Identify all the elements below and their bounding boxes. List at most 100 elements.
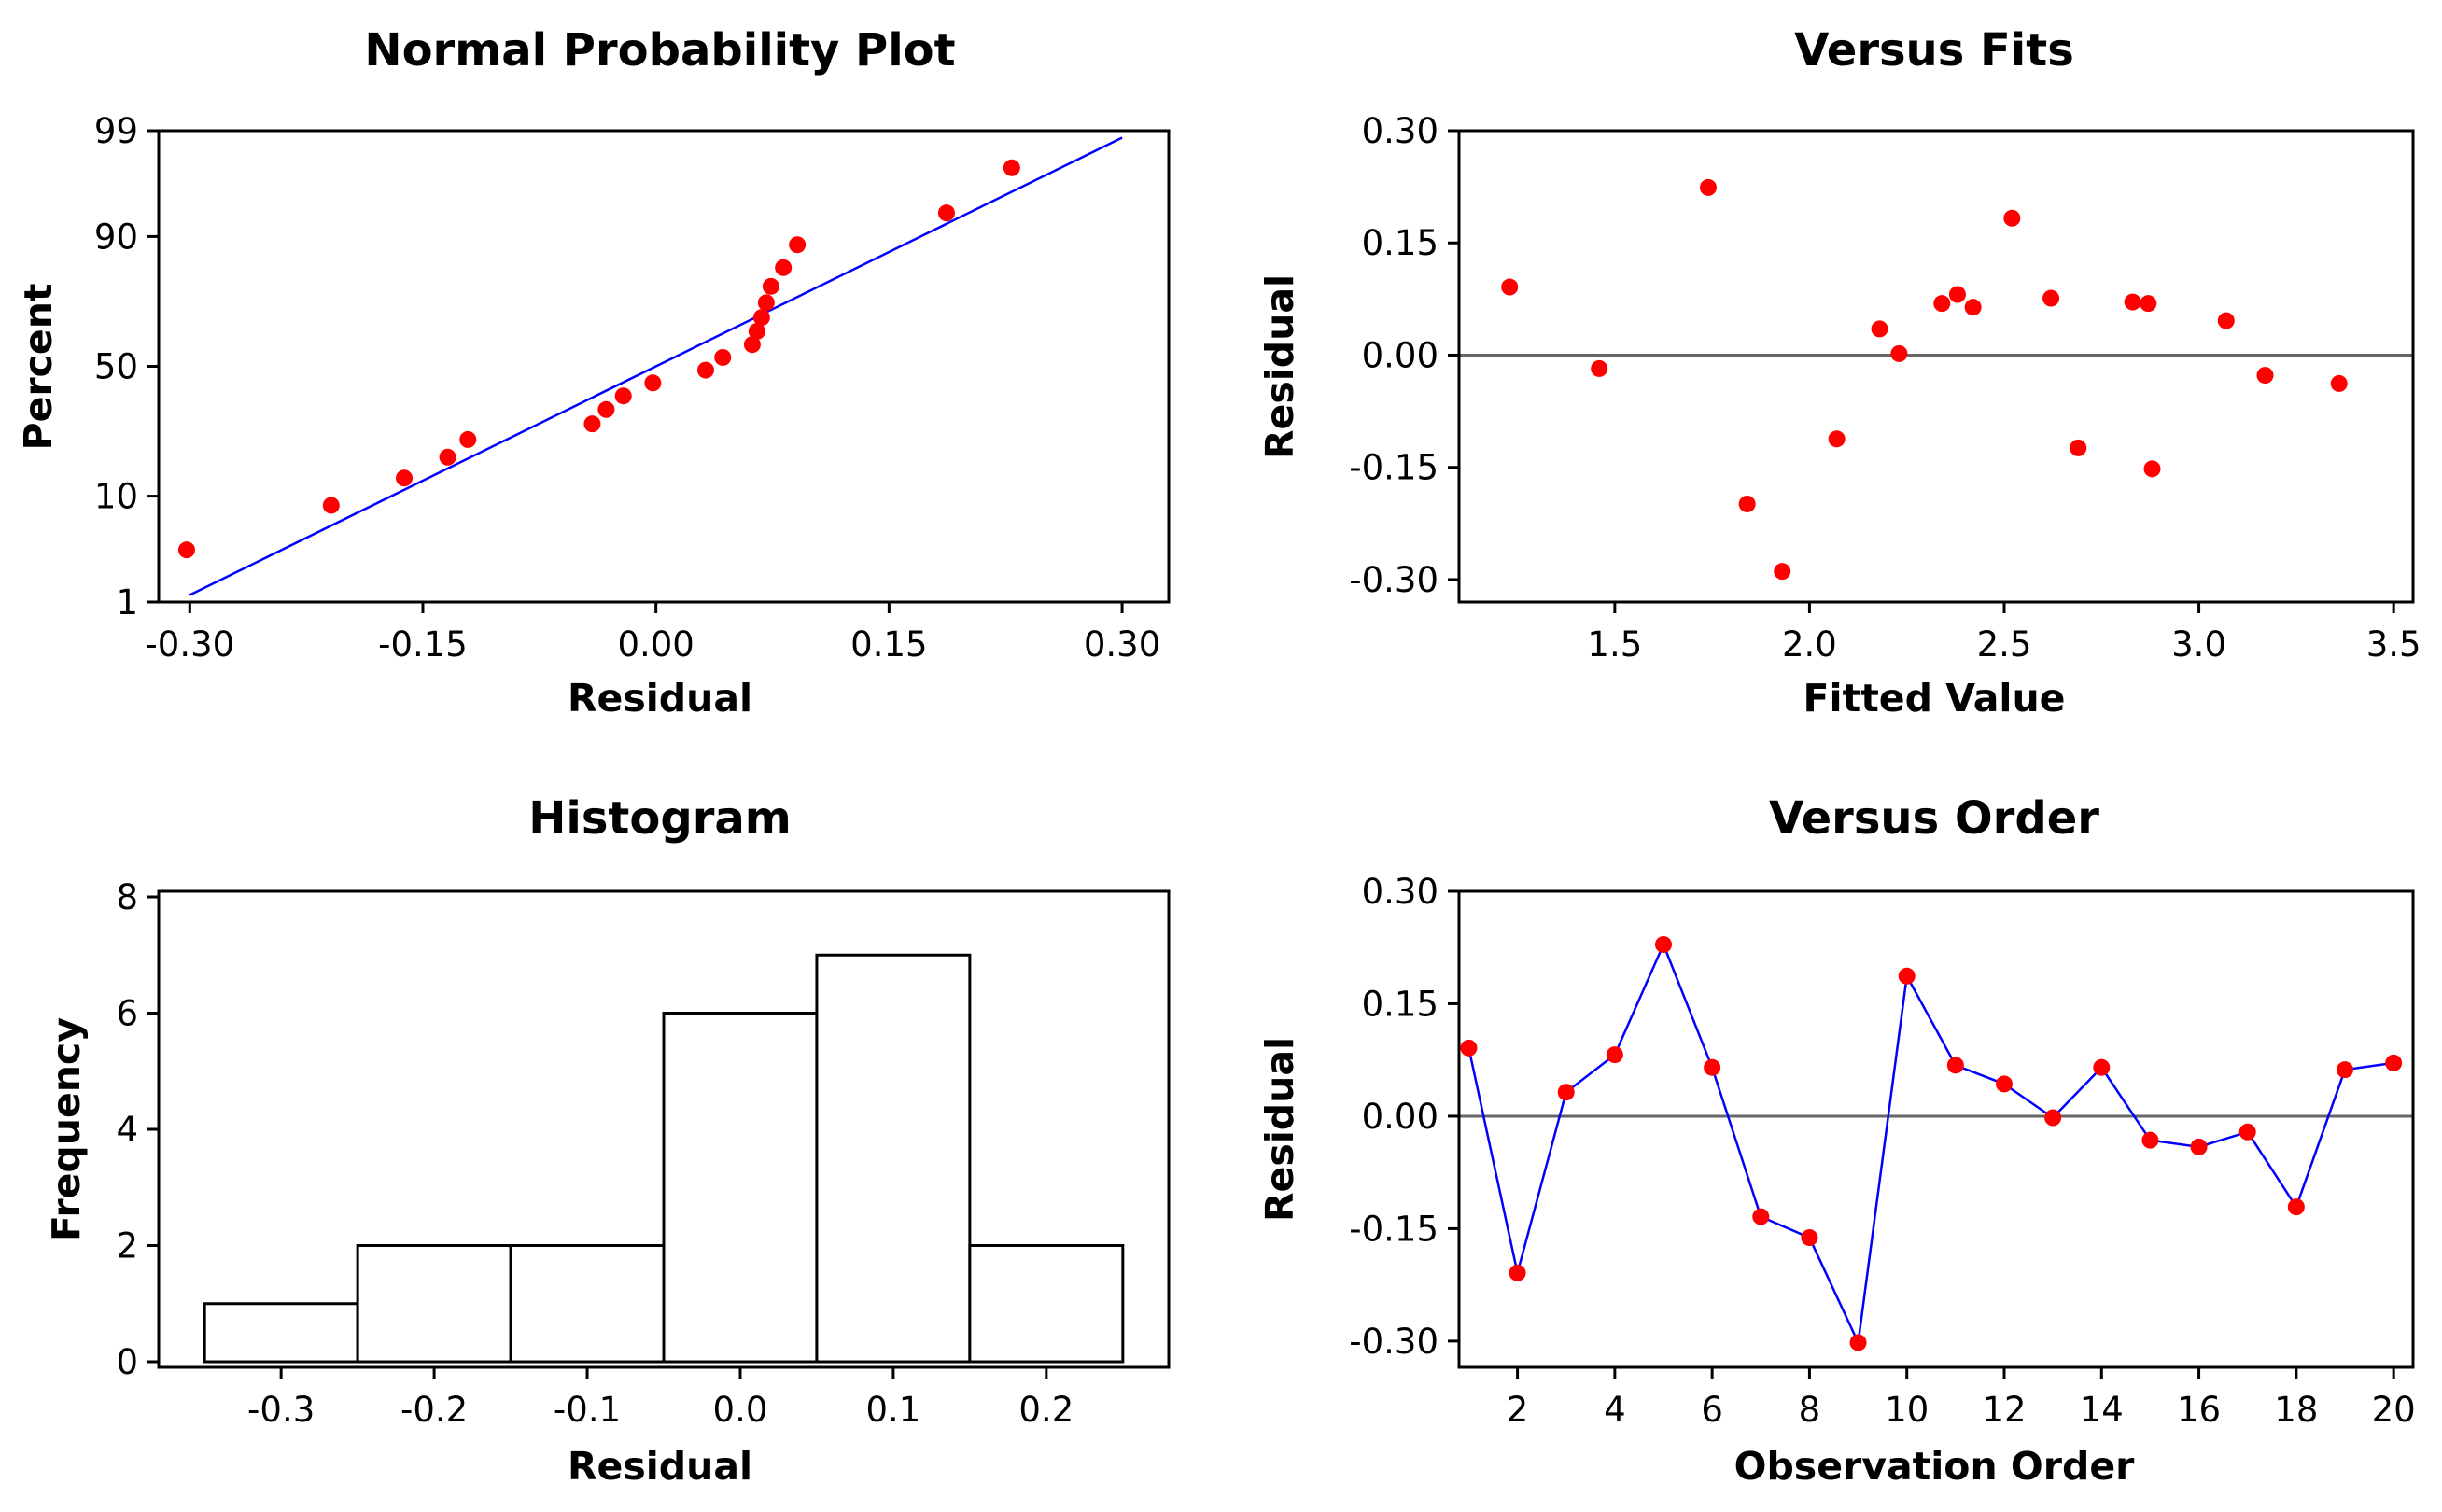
order-plot-point — [1460, 1039, 1478, 1057]
fits-plot-xtick-label: 3.0 — [2171, 624, 2226, 665]
fits-plot-point — [2140, 295, 2157, 313]
hist-plot-xtick-label: -0.1 — [554, 1390, 621, 1430]
panel-versus-fits: Versus Fits 1.5 2.0 2.5 3.0 3.5 -0.30 -0.15 0.0… — [1257, 24, 2421, 721]
order-plot-xtick-label: 6 — [1701, 1390, 1723, 1430]
fits-plot-xlabel: Fitted Value — [1803, 676, 2066, 721]
normal-plot-ytick-label: 50 — [94, 347, 138, 387]
fits-plot-point — [1933, 295, 1951, 313]
fits-plot-point — [1964, 299, 1982, 316]
order-plot-series-line — [1467, 941, 2394, 1347]
order-plot-point — [2093, 1058, 2111, 1076]
order-plot-point — [2385, 1054, 2403, 1071]
normal-plot-point — [439, 448, 456, 466]
normal-plot-xtick-label: 0.15 — [850, 624, 927, 665]
normal-plot-point — [1003, 159, 1020, 176]
normal-plot-point — [757, 294, 775, 312]
normal-plot-xlabel: Residual — [568, 676, 752, 721]
order-plot-xtick-label: 10 — [1885, 1390, 1929, 1430]
hist-bar — [509, 1244, 666, 1364]
hist-plot-ticks: -0.3 -0.2 -0.1 0.0 0.1 0.2 0 2 4 6 8 — [116, 877, 1074, 1430]
fits-plot-ytick-label: 0.15 — [1362, 223, 1439, 263]
fits-plot-ytick-label: 0.30 — [1362, 111, 1439, 151]
order-plot-xtick-label: 14 — [2080, 1390, 2124, 1430]
fits-plot-point — [2070, 439, 2087, 456]
normal-plot-point — [762, 277, 779, 295]
normal-plot-point — [714, 348, 732, 366]
hist-plot-ylabel: Frequency — [44, 1017, 89, 1241]
fits-plot-xtick-label: 3.5 — [2366, 624, 2421, 665]
hist-bar — [203, 1302, 359, 1364]
order-plot-ytick-label: -0.15 — [1349, 1209, 1439, 1249]
hist-plot-ytick-label: 2 — [116, 1226, 138, 1267]
fits-plot-ytick-label: 0.00 — [1362, 335, 1439, 375]
hist-plot-xlabel: Residual — [568, 1444, 752, 1489]
panel-histogram: Histogram -0.3 -0.2 -0.1 0.0 0.1 0.2 0 2 4 6 8 Res… — [44, 792, 1171, 1489]
fits-plot-point — [1591, 359, 1608, 377]
fits-plot-xtick-label: 2.5 — [1977, 624, 2032, 665]
normal-plot-point — [789, 236, 807, 254]
order-plot-xtick-label: 20 — [2372, 1390, 2416, 1430]
normal-plot-point — [644, 374, 662, 392]
hist-bar — [662, 1012, 819, 1364]
fits-plot-ylabel: Residual — [1257, 274, 1302, 459]
normal-plot-point — [696, 361, 714, 379]
normal-plot-point — [583, 415, 601, 433]
normal-plot-points-layer — [177, 159, 1020, 559]
order-plot-points-layer — [1460, 936, 2403, 1351]
normal-plot-ytick-label: 90 — [94, 217, 138, 257]
fits-plot-point — [1828, 430, 1846, 448]
normal-plot-point — [459, 430, 477, 448]
order-plot-ytick-label: -0.30 — [1349, 1322, 1439, 1362]
order-plot-xtick-label: 4 — [1604, 1390, 1626, 1430]
fits-plot-ytick-label: -0.15 — [1349, 448, 1439, 488]
order-plot-point — [2044, 1109, 2062, 1127]
normal-plot-ylabel: Percent — [16, 284, 61, 451]
order-plot-xtick-label: 16 — [2177, 1390, 2221, 1430]
normal-plot-point — [752, 309, 770, 327]
fits-plot-points-layer — [1501, 178, 2348, 581]
order-plot-xtick-label: 8 — [1799, 1390, 1821, 1430]
hist-plot-ytick-label: 4 — [116, 1110, 138, 1150]
order-plot-point — [1946, 1057, 1964, 1074]
order-plot-ytick-label: 0.30 — [1362, 872, 1439, 912]
order-plot-point — [2287, 1198, 2305, 1216]
order-plot-xtick-label: 18 — [2274, 1390, 2318, 1430]
order-plot-point — [1801, 1229, 1818, 1247]
normal-plot-point — [748, 323, 765, 341]
hist-plot-ytick-label: 8 — [116, 877, 138, 917]
fits-plot-point — [2217, 312, 2235, 329]
fits-plot-point — [1948, 286, 1966, 303]
order-plot-title: Versus Order — [1769, 792, 2099, 845]
order-plot-ylabel: Residual — [1257, 1037, 1302, 1222]
fits-plot-point — [2256, 367, 2274, 385]
order-plot-point — [1849, 1334, 1867, 1351]
normal-plot-frame — [157, 129, 1171, 604]
normal-plot-ytick-label: 99 — [94, 111, 138, 151]
order-plot-ytick-label: 0.00 — [1362, 1097, 1439, 1137]
hist-bar — [356, 1244, 512, 1364]
panel-normal-probability: Normal Probability Plot -0.30 -0.15 0.00 0.… — [16, 24, 1171, 721]
hist-plot-xtick-label: 0.1 — [865, 1390, 920, 1430]
order-plot-point — [1898, 967, 1916, 985]
normal-plot-xtick-label: 0.00 — [617, 624, 694, 665]
normal-plot-point — [322, 497, 340, 514]
normal-plot-ytick-label: 10 — [94, 477, 138, 517]
hist-plot-ytick-label: 0 — [116, 1342, 138, 1382]
hist-plot-title: Histogram — [528, 792, 792, 845]
order-plot-point — [1704, 1058, 1721, 1076]
normal-plot-xtick-label: -0.15 — [378, 624, 468, 665]
normal-plot-xtick-label: 0.30 — [1084, 624, 1160, 665]
fits-plot-ytick-label: -0.30 — [1349, 560, 1439, 600]
panel-versus-order: Versus Order 2 4 6 8 10 12 14 16 18 20 -0.30 -0.15 0… — [1257, 792, 2416, 1489]
normal-plot-ytick-label: 1 — [116, 582, 138, 623]
normal-plot-point — [396, 469, 414, 487]
fits-plot-point — [2330, 374, 2348, 392]
hist-plot-xtick-label: 0.0 — [713, 1390, 768, 1430]
fits-plot-point — [2124, 293, 2141, 311]
fits-plot-point — [1871, 320, 1888, 338]
order-plot-point — [1655, 936, 1672, 954]
order-plot-xtick-label: 2 — [1507, 1390, 1529, 1430]
order-plot-point — [1752, 1208, 1770, 1225]
order-plot-point — [1557, 1084, 1575, 1101]
hist-plot-ytick-label: 6 — [116, 994, 138, 1034]
